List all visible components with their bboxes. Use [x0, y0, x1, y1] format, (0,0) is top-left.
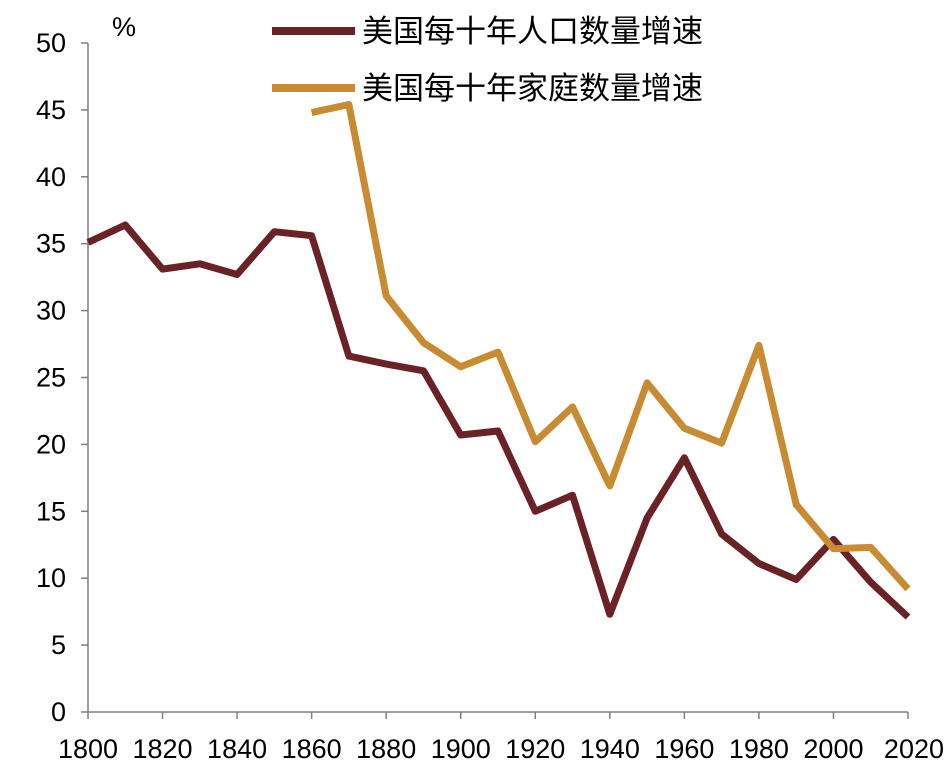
y-axis-unit-label: %	[112, 12, 136, 42]
y-tick-label: 40	[36, 162, 66, 192]
x-tick-label: 1820	[133, 734, 193, 764]
x-tick-label: 1840	[207, 734, 267, 764]
x-tick-label: 2020	[884, 734, 944, 764]
legend-label-2: 美国每十年家庭数量增速	[362, 71, 703, 107]
x-tick-label: 1880	[356, 734, 416, 764]
series-layer	[86, 101, 911, 620]
y-tick-label: 10	[36, 563, 66, 593]
x-tick-label: 1800	[58, 734, 118, 764]
y-tick-label: 25	[36, 363, 66, 393]
y-tick-label: 50	[36, 28, 66, 58]
x-axis: 1800 1820 1840 1860 1880 1900 1920 1940 1960 1980…	[58, 711, 944, 764]
x-tick-label: 2000	[803, 734, 863, 764]
x-tick-label: 1860	[282, 734, 342, 764]
x-tick-label: 1980	[729, 734, 789, 764]
y-tick-label: 5	[51, 630, 66, 660]
x-tick-label: 1960	[654, 734, 714, 764]
y-tick-label: 45	[36, 95, 66, 125]
y-tick-label: 15	[36, 496, 66, 526]
y-axis: 0 5 10 15 20 25 30 35 40 45 50	[36, 28, 89, 727]
x-tick-label: 1900	[431, 734, 491, 764]
x-tick-label: 1920	[505, 734, 565, 764]
y-tick-label: 0	[51, 697, 66, 727]
series-line-1	[86, 221, 911, 620]
y-tick-label: 30	[36, 296, 66, 326]
legend-label-1: 美国每十年人口数量增速	[362, 14, 703, 50]
y-tick-label: 20	[36, 429, 66, 459]
x-tick-label: 1940	[580, 734, 640, 764]
series-line-2	[310, 101, 911, 592]
y-tick-label: 35	[36, 229, 66, 259]
